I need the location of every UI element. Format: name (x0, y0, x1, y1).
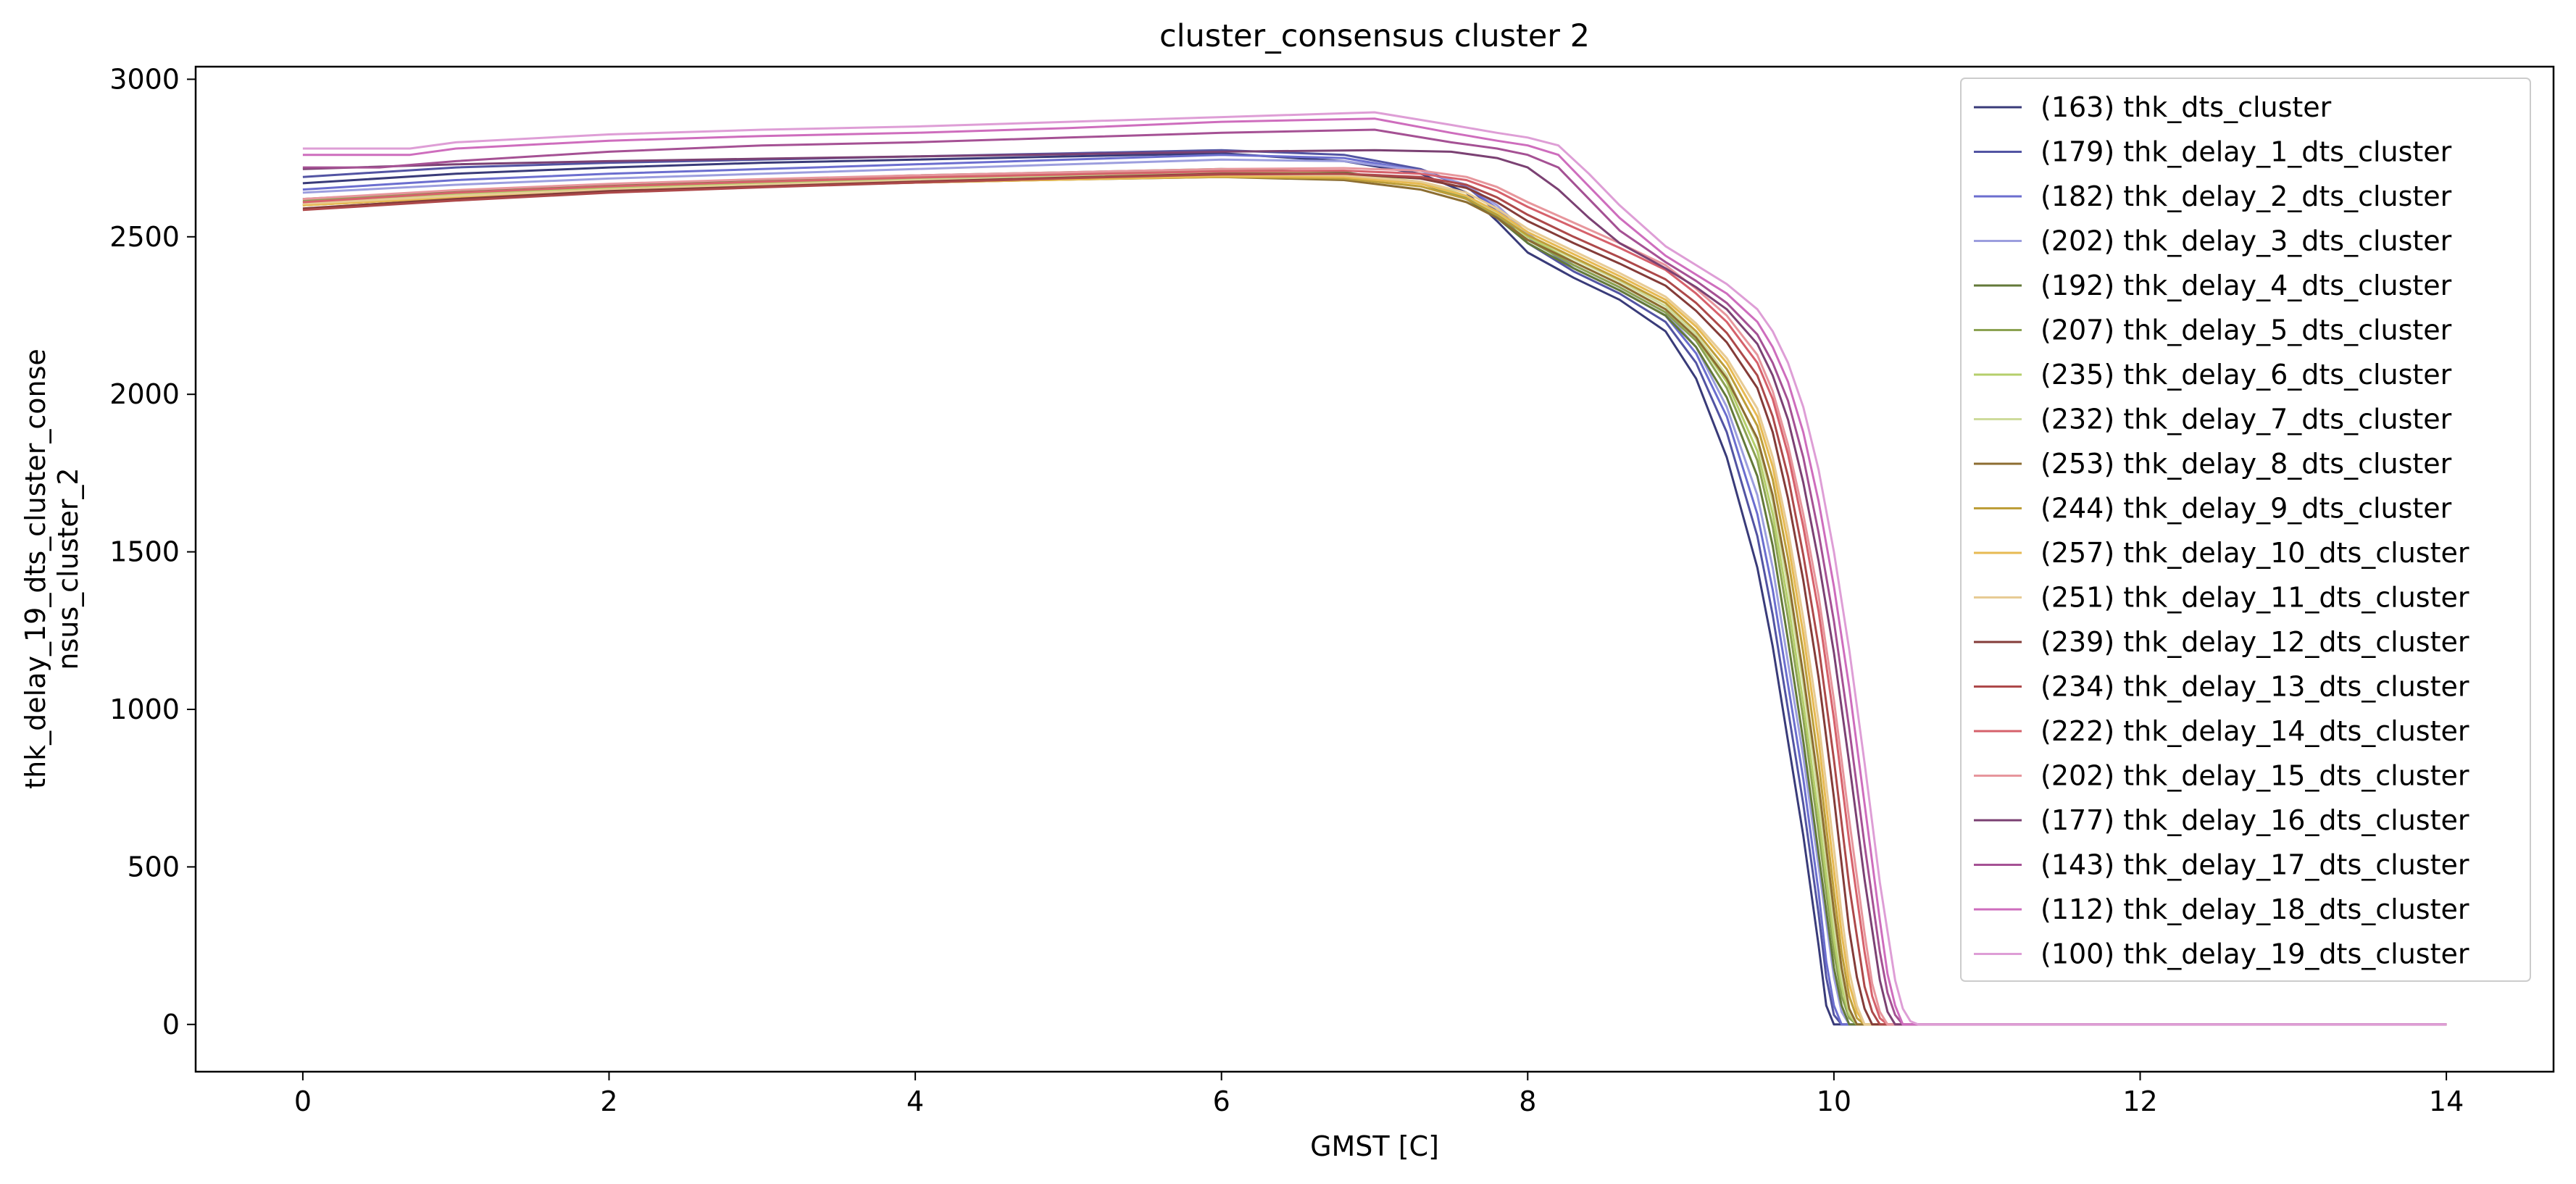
legend-label-13: (234) thk_delay_13_dts_cluster (2041, 671, 2469, 703)
legend-label-7: (232) thk_delay_7_dts_cluster (2041, 404, 2452, 435)
legend-label-14: (222) thk_delay_14_dts_cluster (2041, 715, 2469, 747)
x-tick-label-6: 12 (2122, 1085, 2157, 1117)
legend-label-15: (202) thk_delay_15_dts_cluster (2041, 760, 2469, 792)
x-axis-label: GMST [C] (1310, 1130, 1439, 1162)
plot-area (302, 111, 2447, 1026)
legend-frame (1960, 78, 2531, 982)
series-line-0 (302, 152, 2447, 1026)
legend-label-16: (177) thk_delay_16_dts_cluster (2041, 804, 2469, 836)
legend-label-10: (257) thk_delay_10_dts_cluster (2041, 537, 2469, 569)
series-line-14 (302, 170, 2447, 1026)
y-axis-label-line-2: nsus_cluster_2 (52, 467, 84, 670)
y-tick-label-2: 1000 (109, 693, 180, 725)
x-tick-label-4: 8 (1519, 1085, 1536, 1117)
legend-label-1: (179) thk_delay_1_dts_cluster (2041, 136, 2452, 168)
legend-label-5: (207) thk_delay_5_dts_cluster (2041, 314, 2452, 346)
legend-label-4: (192) thk_delay_4_dts_cluster (2041, 270, 2452, 301)
x-axis: 0 2 4 6 8 10 12 14 (294, 1072, 2464, 1117)
legend-label-8: (253) thk_delay_8_dts_cluster (2041, 448, 2452, 480)
legend-label-0: (163) thk_dts_cluster (2041, 91, 2332, 123)
legend-label-12: (239) thk_delay_12_dts_cluster (2041, 626, 2469, 658)
y-axis-label-line-1: thk_delay_19_dts_cluster_conse (20, 349, 51, 789)
y-tick-label-4: 2000 (109, 378, 180, 410)
x-tick-label-2: 4 (906, 1085, 924, 1117)
x-tick-label-7: 14 (2429, 1085, 2464, 1117)
legend: (163) thk_dts_cluster (179) thk_delay_1_d… (1960, 78, 2531, 982)
y-tick-label-6: 3000 (109, 63, 180, 95)
legend-label-17: (143) thk_delay_17_dts_cluster (2041, 849, 2469, 881)
x-tick-label-5: 10 (1817, 1085, 1851, 1117)
series-line-13 (302, 172, 2447, 1026)
legend-label-9: (244) thk_delay_9_dts_cluster (2041, 493, 2452, 525)
chart-title: cluster_consensus cluster 2 (1159, 18, 1590, 54)
x-tick-label-0: 0 (294, 1085, 312, 1117)
series-line-18 (302, 117, 2447, 1026)
legend-label-6: (235) thk_delay_6_dts_cluster (2041, 359, 2452, 391)
x-tick-label-1: 2 (600, 1085, 617, 1117)
y-axis-label: thk_delay_19_dts_cluster_conse nsus_clus… (20, 349, 84, 789)
legend-label-2: (182) thk_delay_2_dts_cluster (2041, 180, 2452, 212)
y-tick-label-1: 500 (127, 851, 180, 883)
series-line-17 (302, 128, 2447, 1026)
y-tick-label-0: 0 (162, 1009, 180, 1041)
y-tick-label-3: 1500 (109, 536, 180, 568)
plot-frame (194, 65, 2555, 1073)
y-tick-label-5: 2500 (109, 221, 180, 253)
legend-label-19: (100) thk_delay_19_dts_cluster (2041, 938, 2469, 970)
series-line-19 (302, 111, 2447, 1026)
x-tick-label-3: 6 (1213, 1085, 1230, 1117)
legend-label-18: (112) thk_delay_18_dts_cluster (2041, 893, 2469, 925)
y-axis: 0 500 1000 1500 2000 2500 3000 (109, 63, 196, 1041)
series-line-16 (302, 149, 2447, 1026)
legend-label-3: (202) thk_delay_3_dts_cluster (2041, 225, 2452, 257)
legend-label-11: (251) thk_delay_11_dts_cluster (2041, 582, 2469, 614)
